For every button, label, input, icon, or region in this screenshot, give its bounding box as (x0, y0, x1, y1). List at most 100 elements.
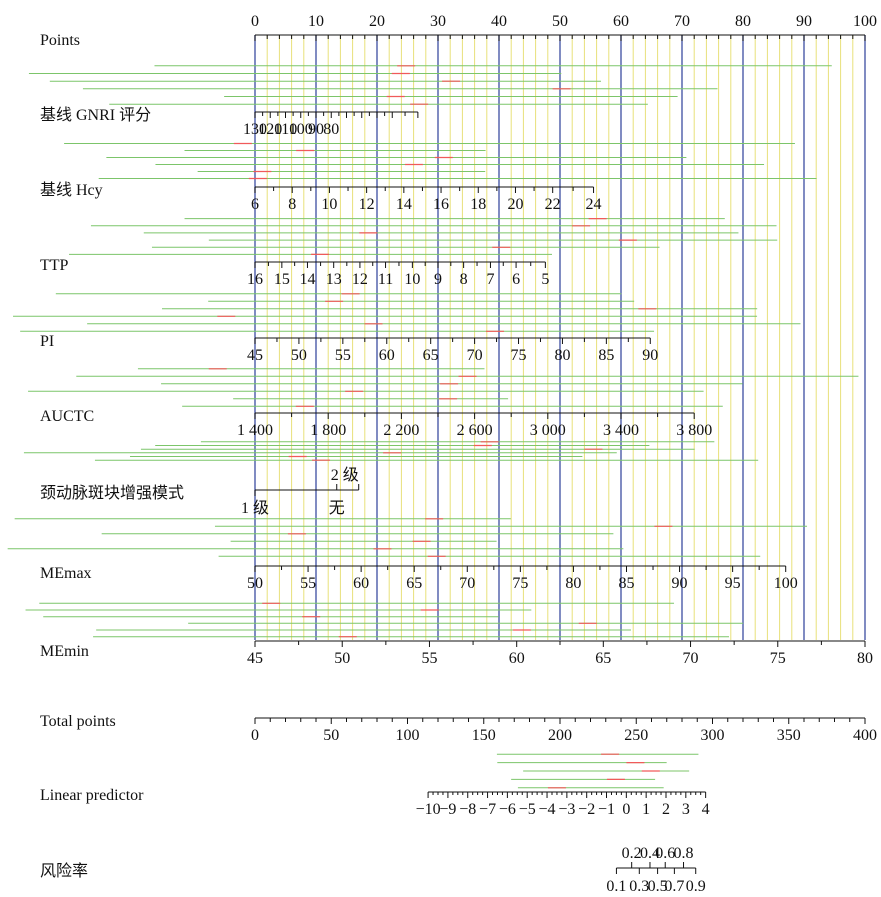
variable-tick-label: 60 (379, 347, 395, 364)
linear-predictor-tick-label: −10 (416, 801, 441, 818)
variable-tick-label: 5 (541, 271, 549, 288)
variable-tick-label: 8 (288, 196, 296, 213)
variable-tick-label: 50 (247, 575, 263, 592)
variable-tick-label: 16 (433, 196, 449, 213)
variable-tick-label: 75 (511, 347, 527, 364)
points-tick-label: 90 (796, 13, 812, 30)
variable-tick-label: 1 级 (241, 499, 269, 517)
variable-tick-label: 100 (289, 121, 313, 138)
risk-tick-label-below: 0.7 (664, 878, 684, 895)
variable-tick-label: 16 (247, 271, 263, 288)
risk-tick-label-above: 0.4 (640, 845, 660, 862)
variable-tick-label: 130 (243, 121, 267, 138)
variable-tick-label: 2 600 (457, 422, 493, 439)
variable-tick-label: 10 (404, 271, 420, 288)
variable-tick-label: 70 (467, 347, 483, 364)
variable-tick-label: 65 (423, 347, 439, 364)
points-tick-label: 10 (308, 13, 324, 30)
risk-tick-label-below: 0.9 (686, 878, 706, 895)
variable-tick-label: 120 (258, 121, 282, 138)
risk-tick-label-below: 0.3 (629, 878, 649, 895)
variable-tick-label: 80 (857, 650, 873, 667)
variable-label: MEmin (40, 643, 89, 660)
variable-tick-label: 20 (507, 196, 523, 213)
variable-label: 颈动脉斑块增强模式 (40, 484, 184, 502)
variable-tick-label: 60 (509, 650, 525, 667)
variable-tick-label: 90 (642, 347, 658, 364)
points-tick-label: 50 (552, 13, 568, 30)
linear-predictor-tick-label: −9 (439, 801, 456, 818)
variable-tick-label: 75 (512, 575, 528, 592)
axis-label-risk: 风险率 (40, 862, 88, 880)
variable-tick-label: 7 (486, 271, 494, 288)
linear-predictor-tick-label: 4 (702, 801, 710, 818)
total-points-tick-label: 400 (853, 727, 877, 744)
total-points-tick-label: 0 (251, 727, 259, 744)
variable-label: 基线 GNRI 评分 (40, 106, 151, 124)
linear-predictor-tick-label: −1 (598, 801, 615, 818)
variable-tick-label: 50 (291, 347, 307, 364)
total-points-tick-label: 250 (624, 727, 648, 744)
variable-tick-label: 15 (274, 271, 290, 288)
variable-tick-label: 80 (323, 121, 339, 138)
variable-tick-label: 24 (586, 196, 602, 213)
variable-tick-label: 75 (770, 650, 786, 667)
axis-label-total-points: Total points (40, 713, 116, 730)
variable-tick-label: 14 (299, 271, 315, 288)
total-points-tick-label: 100 (396, 727, 420, 744)
variable-tick-label: 80 (554, 347, 570, 364)
variable-tick-label: 2 级 (331, 466, 359, 484)
variable-tick-label: 12 (352, 271, 368, 288)
total-points-tick-label: 150 (472, 727, 496, 744)
total-points-tick-label: 300 (701, 727, 725, 744)
risk-tick-label-below: 0.1 (606, 878, 626, 895)
guide-lines (7, 65, 859, 789)
variable-tick-label: 10 (321, 196, 337, 213)
risk-tick-label-above: 0.2 (622, 845, 642, 862)
linear-predictor-tick-label: −3 (558, 801, 575, 818)
linear-predictor-tick-label: −4 (539, 801, 556, 818)
linear-predictor-tick-label: −2 (578, 801, 595, 818)
variable-tick-label: 100 (774, 575, 798, 592)
variable-tick-label: 85 (598, 347, 614, 364)
variable-label: 基线 Hcy (40, 181, 103, 199)
variable-tick-label: 无 (329, 500, 345, 517)
linear-predictor-tick-label: −6 (499, 801, 516, 818)
risk-tick-label-above: 0.8 (674, 845, 694, 862)
variable-tick-label: 9 (434, 271, 442, 288)
variable-tick-label: 3 400 (603, 422, 639, 439)
variable-tick-label: 50 (334, 650, 350, 667)
variable-tick-label: 45 (247, 347, 263, 364)
points-tick-label: 100 (853, 13, 877, 30)
axis-label-points: Points (40, 32, 80, 49)
variable-tick-label: 6 (512, 271, 520, 288)
variable-tick-label: 22 (545, 196, 561, 213)
variable-tick-label: 70 (683, 650, 699, 667)
linear-predictor-tick-label: −5 (519, 801, 536, 818)
variable-tick-label: 55 (300, 575, 316, 592)
points-tick-label: 0 (251, 13, 259, 30)
linear-predictor-tick-label: 0 (622, 801, 630, 818)
points-tick-label: 70 (674, 13, 690, 30)
variable-tick-label: 65 (406, 575, 422, 592)
variable-tick-label: 95 (725, 575, 741, 592)
variable-label: AUCTC (40, 408, 94, 425)
variable-tick-label: 110 (274, 121, 297, 138)
variable-tick-label: 80 (565, 575, 581, 592)
risk-tick-label-above: 0.6 (655, 845, 675, 862)
variable-tick-label: 8 (460, 271, 468, 288)
linear-predictor-tick-label: 2 (662, 801, 670, 818)
variable-tick-label: 11 (378, 271, 393, 288)
axis-label-linear-predictor: Linear predictor (40, 787, 144, 804)
variable-tick-label: 55 (421, 650, 437, 667)
variable-tick-label: 18 (470, 196, 486, 213)
linear-predictor-tick-label: 1 (642, 801, 650, 818)
linear-predictor-tick-label: 3 (682, 801, 690, 818)
variable-tick-label: 3 800 (676, 422, 712, 439)
variable-tick-label: 45 (247, 650, 263, 667)
variable-tick-label: 1 400 (237, 422, 273, 439)
variable-label: TTP (40, 257, 69, 274)
points-tick-label: 30 (430, 13, 446, 30)
variable-tick-label: 3 000 (530, 422, 566, 439)
